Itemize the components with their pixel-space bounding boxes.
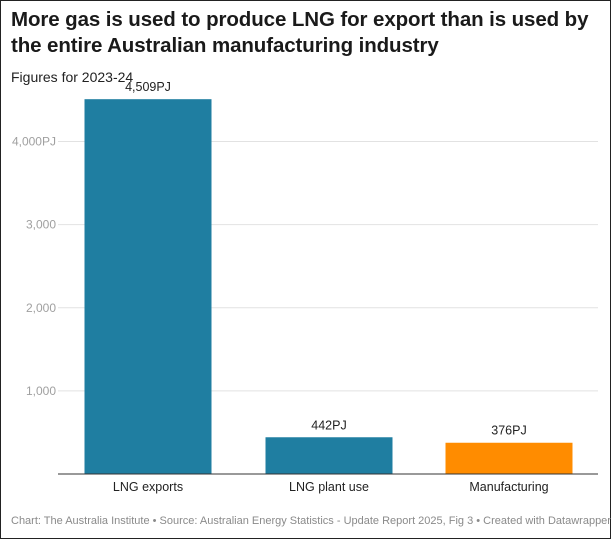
bar-lng-plant-use	[265, 437, 393, 474]
y-tick-label: 3,000	[26, 218, 56, 232]
category-label: LNG plant use	[289, 480, 369, 494]
chart-title: More gas is used to produce LNG for expo…	[11, 8, 589, 57]
value-labels: 4,509PJ 442PJ 376PJ	[125, 80, 527, 438]
value-label: 442PJ	[311, 418, 346, 432]
y-tick-label: 2,000	[26, 301, 56, 315]
value-label: 376PJ	[491, 424, 526, 438]
y-axis-tick-labels: 1,000 2,000 3,000 4,000PJ	[12, 135, 56, 398]
category-label: LNG exports	[113, 480, 183, 494]
value-label: 4,509PJ	[125, 80, 171, 94]
bars	[84, 99, 573, 474]
chart-subtitle: Figures for 2023-24	[11, 69, 134, 85]
y-tick-label: 4,000PJ	[12, 135, 56, 149]
bar-manufacturing	[445, 442, 573, 474]
category-labels: LNG exports LNG plant use Manufacturing	[113, 480, 549, 494]
bar-lng-exports	[84, 99, 212, 474]
category-label: Manufacturing	[469, 480, 548, 494]
source-footer: Chart: The Australia Institute • Source:…	[11, 515, 611, 527]
y-tick-label: 1,000	[26, 384, 56, 398]
